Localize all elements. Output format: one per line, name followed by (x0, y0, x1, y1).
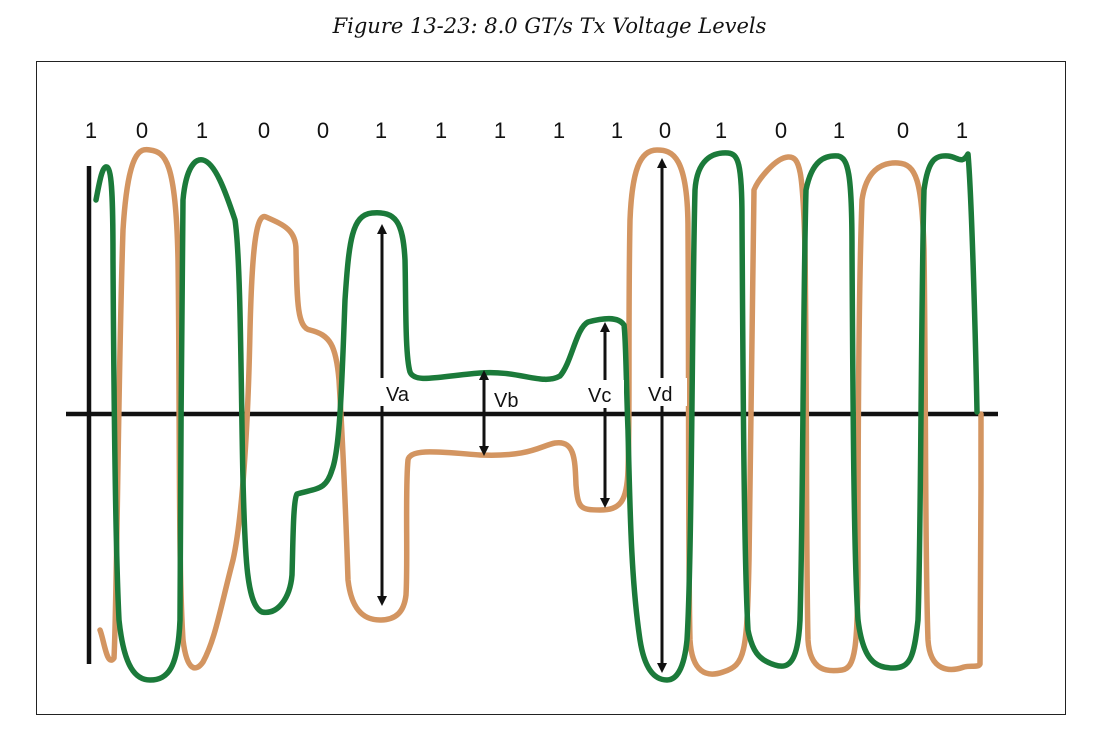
positive-signal-trace (93, 150, 980, 683)
vb-label: Vb (494, 390, 518, 412)
bit-label: 1 (611, 118, 623, 143)
bit-labels: 1 0 1 0 0 1 1 1 1 1 0 1 0 1 0 1 (85, 118, 968, 143)
bit-label: 1 (553, 118, 565, 143)
bit-label: 0 (775, 118, 787, 143)
vd-label: Vd (648, 384, 672, 406)
bit-label: 1 (956, 118, 968, 143)
bit-label: 0 (136, 118, 148, 143)
bit-label: 1 (494, 118, 506, 143)
vd-label-bg (645, 378, 687, 406)
figure-caption: Figure 13-23: 8.0 GT/s Tx Voltage Levels (332, 14, 767, 38)
bit-label: 1 (85, 118, 97, 143)
bit-label: 0 (258, 118, 270, 143)
bit-label: 0 (659, 118, 671, 143)
bit-label: 1 (715, 118, 727, 143)
va-label-bg (367, 378, 403, 406)
vc-label-bg (588, 380, 624, 408)
diagram-frame (36, 61, 1066, 715)
vc-label: Vc (588, 385, 611, 407)
bit-label: 0 (897, 118, 909, 143)
va-label: Va (386, 384, 410, 406)
bit-label: 1 (196, 118, 208, 143)
bit-label: 1 (833, 118, 845, 143)
bit-label: 1 (435, 118, 447, 143)
bit-label: 0 (317, 118, 329, 143)
bit-label: 1 (375, 118, 387, 143)
